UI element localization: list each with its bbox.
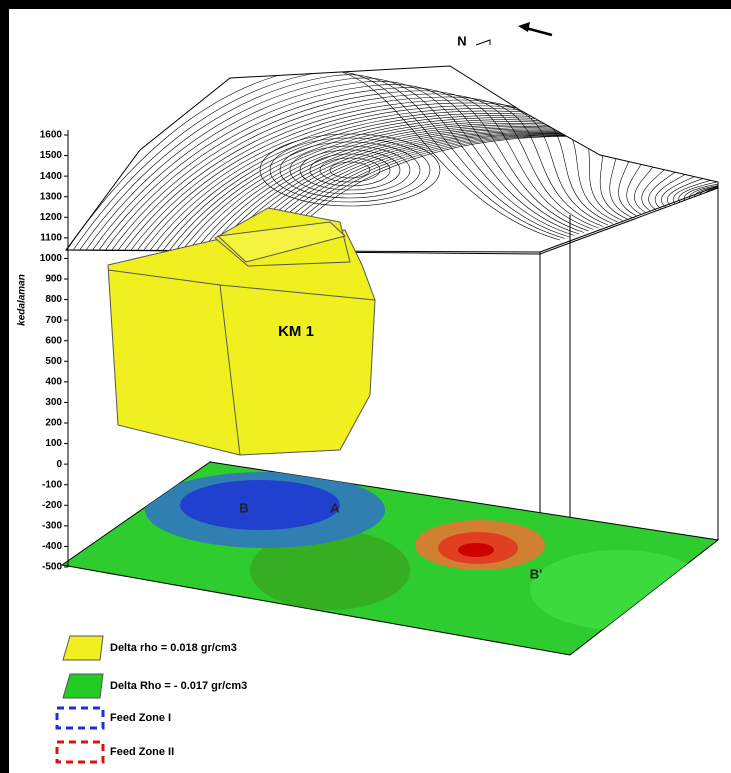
y-tick-label: 400	[45, 376, 62, 387]
y-tick-label: 1400	[40, 171, 63, 182]
y-tick-label: -500	[42, 562, 62, 573]
base-plane	[62, 462, 718, 655]
y-tick-label: 1000	[40, 253, 63, 264]
y-tick-label: 800	[45, 294, 62, 305]
y-tick-label: 1300	[40, 191, 63, 202]
annotation: N	[457, 33, 466, 48]
legend-swatch	[57, 708, 103, 728]
y-tick-label: 300	[45, 397, 62, 408]
y-tick-label: 700	[45, 315, 62, 326]
y-tick-label: 600	[45, 335, 62, 346]
y-tick-label: 1500	[40, 150, 63, 161]
y-tick-label: 1600	[40, 130, 63, 141]
annotation: B	[239, 500, 248, 515]
y-tick-label: 900	[45, 274, 62, 285]
legend-swatch	[57, 742, 103, 762]
legend-label: Feed Zone II	[110, 746, 174, 758]
y-tick-label: 0	[56, 459, 62, 470]
annotation: B'	[530, 566, 542, 581]
y-axis-label: kedalaman	[17, 274, 28, 326]
y-tick-label: 1100	[40, 232, 62, 243]
annotation: KM 1	[278, 323, 314, 340]
annotation: A	[330, 500, 340, 515]
north-symbol	[476, 40, 490, 45]
frame-top	[0, 0, 731, 9]
frame-left	[0, 0, 9, 773]
y-tick-label: -100	[42, 479, 62, 490]
legend-swatch	[63, 674, 103, 698]
topography-surface	[60, 66, 731, 260]
legend-swatch	[63, 636, 103, 660]
y-tick-label: 1200	[40, 212, 63, 223]
legend-label: Delta rho = 0.018 gr/cm3	[110, 642, 237, 654]
y-tick-label: 500	[45, 356, 62, 367]
legend-label: Delta Rho = - 0.017 gr/cm3	[110, 680, 247, 692]
legend: Delta rho = 0.018 gr/cm3 Delta Rho = - 0.…	[57, 636, 247, 762]
chart: kedalaman Delta rho = 0.018 gr/cm3Delta …	[0, 0, 731, 773]
y-tick-label: -400	[42, 541, 62, 552]
y-tick-label: -300	[42, 520, 62, 531]
north-arrowhead	[518, 22, 530, 32]
y-tick-label: 100	[45, 438, 62, 449]
y-tick-label: 200	[45, 418, 62, 429]
legend-label: Feed Zone I	[110, 712, 171, 724]
y-tick-label: -200	[42, 500, 62, 511]
